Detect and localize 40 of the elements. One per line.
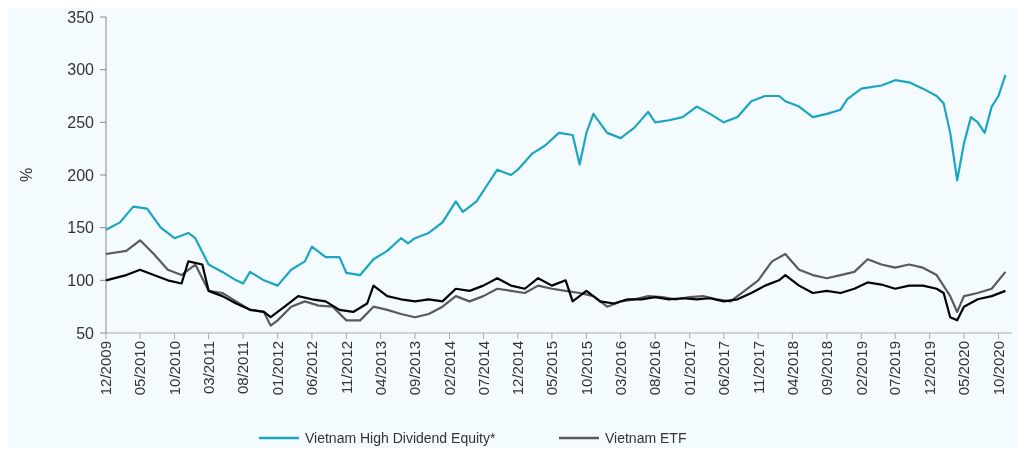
x-tick-label: 05/2015: [543, 341, 561, 396]
x-tick-label: 09/2018: [818, 341, 836, 396]
x-tick-label: 12/2019: [920, 341, 938, 396]
x-tick-label: 05/2010: [131, 341, 149, 396]
x-tick-label: 02/2019: [852, 341, 870, 396]
x-tick-label: 06/2012: [303, 341, 321, 396]
x-tick-label: 11/2017: [749, 341, 767, 395]
x-tick-label: 07/2019: [886, 341, 904, 396]
line-series: [104, 260, 1007, 322]
x-tick-label: 11/2012: [337, 341, 355, 395]
x-tick-label: 12/2009: [97, 341, 115, 396]
x-tick-label: 03/2016: [611, 341, 629, 396]
x-tick-label: 12/2014: [509, 341, 527, 396]
y-axis-title: %: [18, 167, 35, 183]
x-tick-label: 10/2020: [989, 341, 1007, 396]
y-tick-label: 50: [76, 324, 95, 342]
legend-label: Vietnam High Dividend Equity*: [305, 429, 496, 446]
x-tick-label: 10/2010: [165, 341, 183, 396]
x-tick-label: 04/2013: [371, 341, 389, 396]
line-series: [104, 73, 1007, 287]
x-tick-label: 06/2017: [715, 341, 733, 396]
x-tick-label: 08/2016: [646, 341, 664, 396]
y-tick-label: 350: [67, 8, 95, 26]
y-tick-label: 100: [67, 271, 95, 289]
y-tick-label: 250: [67, 113, 95, 131]
y-tick-label: 200: [67, 166, 95, 184]
x-tick-label: 10/2015: [577, 341, 595, 396]
x-tick-label: 04/2018: [783, 341, 801, 396]
y-tick-label: 150: [67, 219, 95, 237]
x-tick-label: 05/2020: [955, 341, 973, 396]
x-tick-label: 09/2013: [406, 341, 424, 396]
x-tick-label: 02/2014: [440, 341, 458, 396]
x-tick-label: 01/2017: [680, 341, 698, 396]
x-tick-label: 07/2014: [474, 341, 492, 396]
x-tick-label: 08/2011: [234, 341, 252, 395]
y-tick-label: 300: [67, 61, 95, 79]
legend-label: Vietnam ETF: [605, 429, 687, 446]
x-tick-label: 01/2012: [268, 341, 286, 396]
x-tick-label: 03/2011: [199, 341, 217, 395]
line-series: [104, 239, 1007, 327]
